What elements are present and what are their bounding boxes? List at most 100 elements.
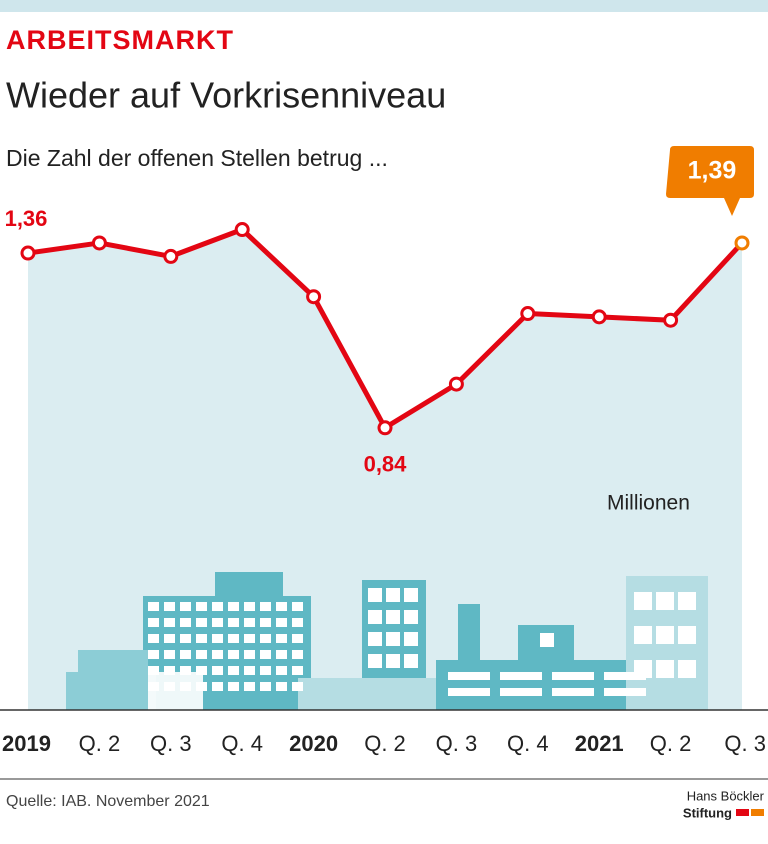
window	[276, 618, 287, 627]
window	[678, 592, 696, 610]
window	[404, 654, 418, 668]
window	[212, 666, 223, 675]
window	[368, 610, 382, 624]
unit-label: Millionen	[607, 492, 690, 515]
window	[196, 682, 207, 691]
window	[196, 618, 207, 627]
window	[148, 666, 159, 675]
x-tick-label: 2021	[575, 731, 624, 756]
point	[591, 309, 607, 325]
window	[404, 588, 418, 602]
window	[656, 592, 674, 610]
window	[180, 666, 191, 675]
window	[148, 650, 159, 659]
window	[164, 666, 175, 675]
building	[436, 660, 660, 710]
window	[244, 666, 255, 675]
window	[678, 660, 696, 678]
window	[180, 634, 191, 643]
point	[734, 235, 750, 251]
window	[448, 688, 490, 696]
window	[244, 634, 255, 643]
window	[292, 618, 303, 627]
window	[228, 618, 239, 627]
window	[148, 634, 159, 643]
window	[244, 650, 255, 659]
window	[164, 650, 175, 659]
window	[228, 682, 239, 691]
window	[212, 602, 223, 611]
window	[244, 682, 255, 691]
windows	[148, 588, 696, 696]
window	[276, 634, 287, 643]
window	[164, 602, 175, 611]
x-tick-label: Q. 4	[507, 731, 549, 756]
window	[292, 666, 303, 675]
window	[212, 618, 223, 627]
logo-line: Stiftung	[683, 805, 732, 820]
window	[604, 672, 646, 680]
point	[520, 306, 536, 322]
window	[276, 650, 287, 659]
point	[20, 245, 36, 261]
window	[148, 618, 159, 627]
x-tick-label: Q. 4	[221, 731, 263, 756]
x-tick-label: Q. 2	[79, 731, 121, 756]
x-tick-label: Q. 2	[364, 731, 406, 756]
point	[306, 289, 322, 305]
window	[276, 682, 287, 691]
window	[180, 682, 191, 691]
window	[500, 688, 542, 696]
window	[386, 632, 400, 646]
window	[244, 602, 255, 611]
window	[164, 618, 175, 627]
window	[552, 688, 594, 696]
window	[260, 682, 271, 691]
window	[656, 626, 674, 644]
window	[404, 632, 418, 646]
window	[292, 634, 303, 643]
window	[656, 660, 674, 678]
subtitle: Die Zahl der offenen Stellen betrug ...	[6, 145, 388, 171]
window	[148, 602, 159, 611]
kicker: ARBEITSMARKT	[6, 25, 234, 55]
chimney	[458, 604, 480, 664]
buildings	[66, 572, 708, 710]
callout	[666, 145, 754, 216]
window	[386, 610, 400, 624]
window	[448, 672, 490, 680]
logo-line: Hans Böckler	[687, 788, 765, 803]
point	[663, 312, 679, 328]
building	[66, 672, 156, 710]
x-tick-label: Q. 3	[436, 731, 478, 756]
window	[368, 588, 382, 602]
plot: 1,36 0,84 1,39	[5, 145, 754, 710]
x-tick-label: Q. 2	[650, 731, 692, 756]
x-tick-label: 2019	[2, 731, 51, 756]
window	[552, 672, 594, 680]
window	[196, 650, 207, 659]
window	[164, 634, 175, 643]
window	[386, 588, 400, 602]
value-label: 0,84	[364, 452, 408, 477]
x-tick-label: 2020	[289, 731, 338, 756]
window	[228, 650, 239, 659]
window	[244, 618, 255, 627]
window	[634, 592, 652, 610]
logo-mark	[736, 809, 749, 816]
window	[180, 618, 191, 627]
window	[260, 666, 271, 675]
window	[180, 650, 191, 659]
top-bar	[0, 0, 768, 12]
window	[276, 602, 287, 611]
window	[228, 634, 239, 643]
area	[28, 229, 742, 710]
point	[234, 222, 250, 238]
point	[91, 235, 107, 251]
window	[292, 650, 303, 659]
window	[196, 666, 207, 675]
point	[448, 376, 464, 392]
chart-title: Wieder auf Vorkrisenniveau	[6, 75, 446, 116]
window	[368, 654, 382, 668]
window	[292, 682, 303, 691]
